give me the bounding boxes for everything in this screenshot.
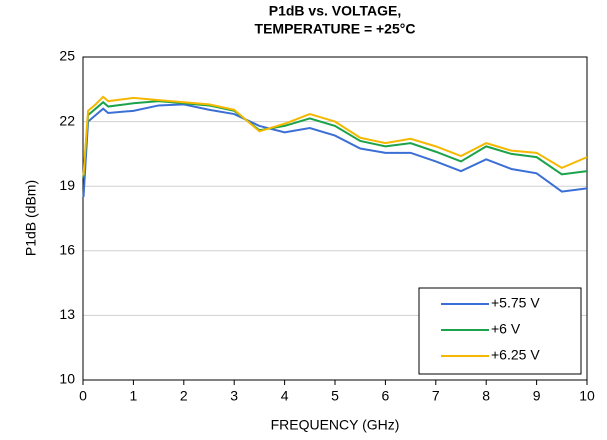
x-tick-label: 7 (432, 388, 440, 404)
y-tick-label: 16 (59, 242, 75, 258)
y-tick-label: 19 (59, 177, 75, 193)
y-tick-label: 22 (59, 112, 75, 128)
x-tick-label: 8 (482, 388, 490, 404)
y-tick-label: 10 (59, 371, 75, 387)
x-tick-label: 0 (79, 388, 87, 404)
series-line (82, 95, 588, 176)
y-tick-label: 25 (59, 48, 75, 64)
x-tick-label: 10 (579, 388, 595, 404)
x-tick-label: 5 (331, 388, 339, 404)
legend-label: +5.75 V (491, 295, 540, 311)
y-axis-label: P1dB (dBm) (23, 180, 39, 256)
x-axis-label: FREQUENCY (GHz) (271, 417, 400, 433)
series-line (82, 100, 588, 178)
series-line (82, 103, 588, 198)
chart-title: P1dB vs. VOLTAGE, (269, 3, 402, 19)
y-tick-label: 13 (59, 306, 75, 322)
legend-label: +6.25 V (491, 347, 540, 363)
x-tick-label: 2 (180, 388, 188, 404)
x-tick-label: 9 (533, 388, 541, 404)
x-tick-label: 1 (130, 388, 138, 404)
legend-label: +6 V (491, 321, 521, 337)
x-tick-label: 6 (382, 388, 390, 404)
x-tick-label: 3 (230, 388, 238, 404)
chart-title: TEMPERATURE = +25°C (255, 21, 416, 37)
x-tick-label: 4 (281, 388, 289, 404)
plot-frame (82, 56, 588, 381)
